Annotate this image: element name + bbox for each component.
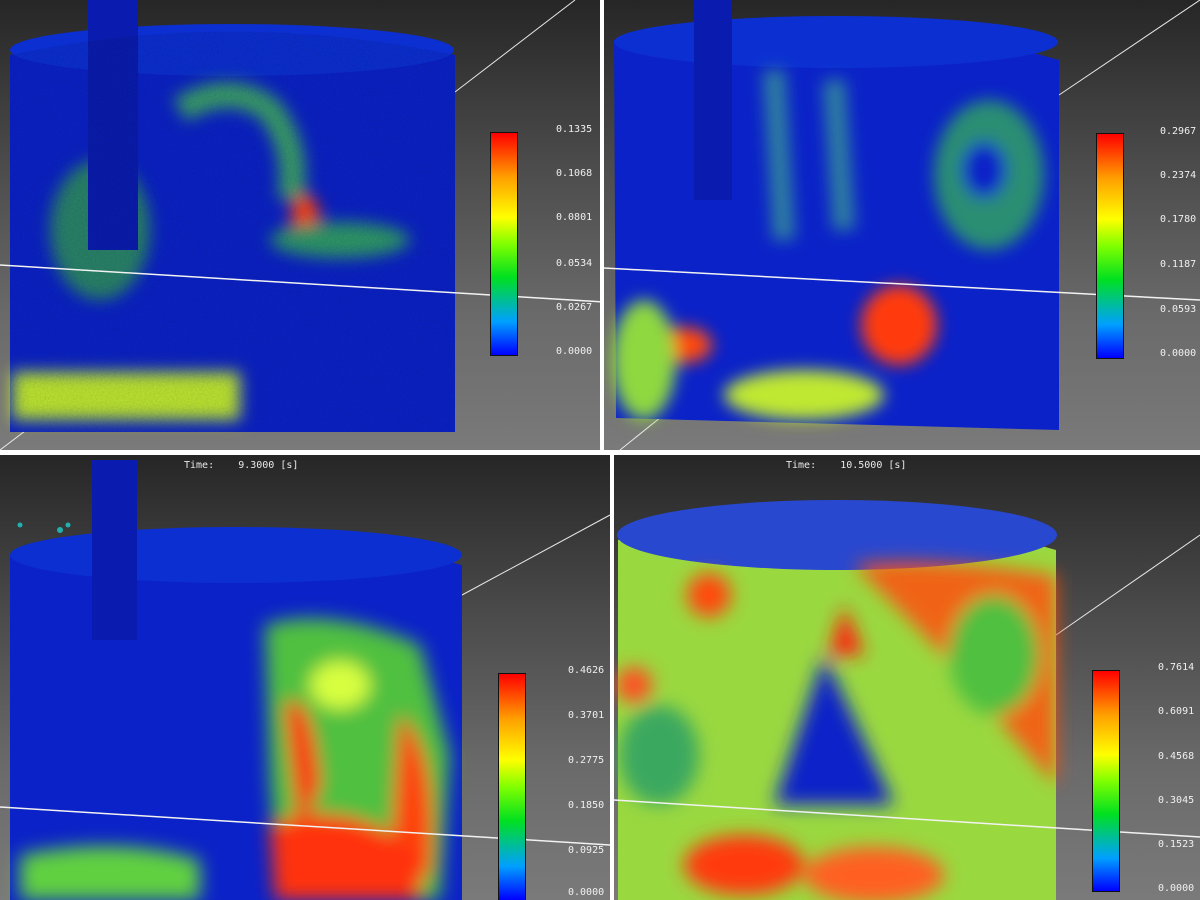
colorbar-tick: 0.0534 (556, 258, 593, 269)
colorbar-tick: 0.1780 (1160, 214, 1197, 225)
colorbar-tick: 0.0593 (1160, 304, 1197, 315)
colorbar-tick: 0.0000 (556, 346, 593, 357)
simulation-panel-2: 0.2967 0.2374 0.1780 0.1187 0.0593 0.000… (604, 0, 1200, 450)
simulation-panel-4: Time: 10.5000 [s] 0.7614 0.6091 0.4568 0… (614, 455, 1200, 900)
simulation-panel-3: Time: 9.3000 [s] 0.4626 0.3701 0.2775 0.… (0, 455, 610, 900)
colorbar-tick: 0.0000 (568, 887, 605, 898)
simulation-panel-1: 0.1335 0.1068 0.0801 0.0534 0.0267 0.000… (0, 0, 600, 450)
colorbar-tick: 0.1187 (1160, 259, 1197, 270)
colorbar-tick: 0.2374 (1160, 170, 1197, 181)
panel-divider-vertical-top (600, 0, 604, 450)
colorbar-tick: 0.0801 (556, 212, 593, 223)
colorbar-tick: 0.0000 (1160, 348, 1197, 359)
tank-render-4 (614, 500, 1200, 900)
time-readout: Time: 10.5000 [s] (786, 460, 906, 471)
time-readout (190, 5, 196, 16)
colorbar-tick: 0.0000 (1158, 883, 1195, 894)
colorbar-tick: 0.2775 (568, 755, 605, 766)
colorbar-tick: 0.3045 (1158, 795, 1195, 806)
colorbar-tick: 0.4568 (1158, 751, 1195, 762)
colorbar-tick: 0.3701 (568, 710, 605, 721)
colorbar-tick: 0.2967 (1160, 126, 1197, 137)
time-value: 9.3000 [s] (238, 460, 299, 471)
panel-divider-vertical-bottom (610, 455, 614, 900)
colorbar-tick: 0.0267 (556, 302, 593, 313)
time-readout (794, 5, 800, 16)
colorbar-1 (490, 132, 518, 356)
time-label: Time: (184, 460, 215, 471)
tank-render-3 (0, 460, 610, 900)
time-label: Time: (786, 460, 817, 471)
colorbar-3 (498, 673, 526, 900)
colorbar-tick: 0.1335 (556, 124, 593, 135)
colorbar-4 (1092, 670, 1120, 892)
colorbar-tick: 0.4626 (568, 665, 605, 676)
colorbar-tick: 0.7614 (1158, 662, 1195, 673)
colorbar-tick: 0.6091 (1158, 706, 1195, 717)
time-readout: Time: 9.3000 [s] (184, 460, 298, 471)
colorbar-tick: 0.0925 (568, 845, 605, 856)
time-value: 10.5000 [s] (840, 460, 907, 471)
colorbar-2 (1096, 133, 1124, 359)
colorbar-tick: 0.1850 (568, 800, 605, 811)
colorbar-tick: 0.1068 (556, 168, 593, 179)
tank-render-1 (0, 0, 600, 450)
colorbar-tick: 0.1523 (1158, 839, 1195, 850)
tank-render-2 (604, 0, 1200, 450)
panel-divider-horizontal (0, 450, 1200, 455)
